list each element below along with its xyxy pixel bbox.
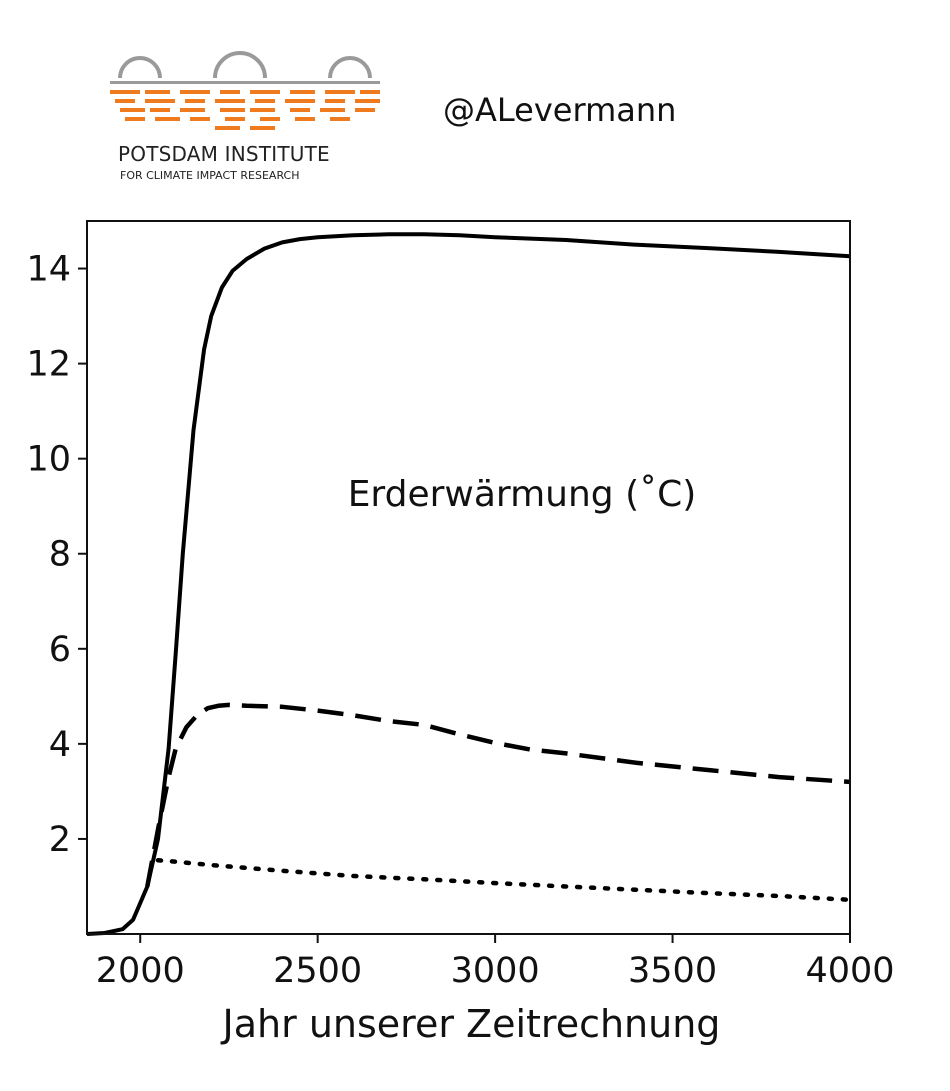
logo-stripe (325, 99, 345, 103)
logo-subtitle: FOR CLIMATE IMPACT RESEARCH (120, 169, 300, 182)
logo-stripe (255, 99, 275, 103)
plot-lines (86, 232, 853, 936)
logo-stripe (215, 99, 245, 103)
series-line-dashed (145, 702, 851, 887)
y-tick-label: 8 (49, 535, 71, 575)
x-tick-label: 2000 (96, 951, 185, 991)
twitter-handle: @ALevermann (443, 91, 677, 129)
y-tick-label: 4 (49, 725, 71, 765)
logo-stripe (145, 99, 175, 103)
x-tick-label: 3500 (628, 951, 717, 991)
logo-stripe (150, 108, 170, 112)
logo-stripe (260, 117, 280, 121)
plot-frame (86, 220, 851, 935)
y-tick-label: 6 (49, 630, 71, 670)
pik-logo (110, 51, 380, 130)
logo-domes (118, 51, 372, 79)
logo-stripe (320, 108, 345, 112)
logo-stripe (120, 108, 145, 112)
logo-stripe (180, 108, 205, 112)
series-line-solid (86, 232, 851, 936)
logo-stripe (110, 90, 140, 94)
logo-stripe (290, 90, 315, 94)
logo-roofline (110, 81, 380, 84)
x-tick-label: 2500 (273, 951, 362, 991)
logo-stripe (220, 90, 240, 94)
y-axis: 2 4 6 8 10 12 14 (26, 250, 87, 860)
y-tick-label: 2 (49, 820, 71, 860)
logo-stripe (180, 90, 210, 94)
logo-stripe (225, 117, 245, 121)
x-tick-label: 3000 (451, 951, 540, 991)
y-tick-label: 12 (26, 345, 71, 385)
logo-stripes (110, 90, 380, 130)
logo-stripe (190, 117, 210, 121)
logo-stripe (125, 117, 145, 121)
logo-name: POTSDAM INSTITUTE (118, 142, 330, 166)
logo-stripe (185, 99, 205, 103)
logo-stripe (250, 108, 275, 112)
logo-stripe (330, 117, 350, 121)
x-axis: 2000 2500 3000 3500 4000 (96, 934, 895, 991)
logo-stripe (215, 126, 240, 130)
logo-stripe (145, 90, 170, 94)
logo-stripe (155, 117, 180, 121)
logo-stripe (250, 126, 275, 130)
logo-stripe (360, 90, 380, 94)
x-tick-label: 4000 (805, 951, 894, 991)
logo-stripe (220, 108, 245, 112)
y-tick-label: 10 (26, 440, 71, 480)
logo-stripe (325, 90, 355, 94)
series-line-dotted (155, 858, 853, 903)
x-axis-label: Jahr unserer Zeitrechnung (221, 1002, 721, 1046)
logo-stripe (295, 117, 315, 121)
logo-stripe (250, 90, 280, 94)
logo-stripe (290, 108, 310, 112)
logo-stripe (355, 99, 380, 103)
logo-stripe (115, 99, 135, 103)
y-tick-label: 14 (26, 250, 71, 290)
logo-stripe (285, 99, 315, 103)
chart-annotation: Erderwärmung (˚C) (348, 474, 697, 515)
logo-stripe (355, 108, 375, 112)
